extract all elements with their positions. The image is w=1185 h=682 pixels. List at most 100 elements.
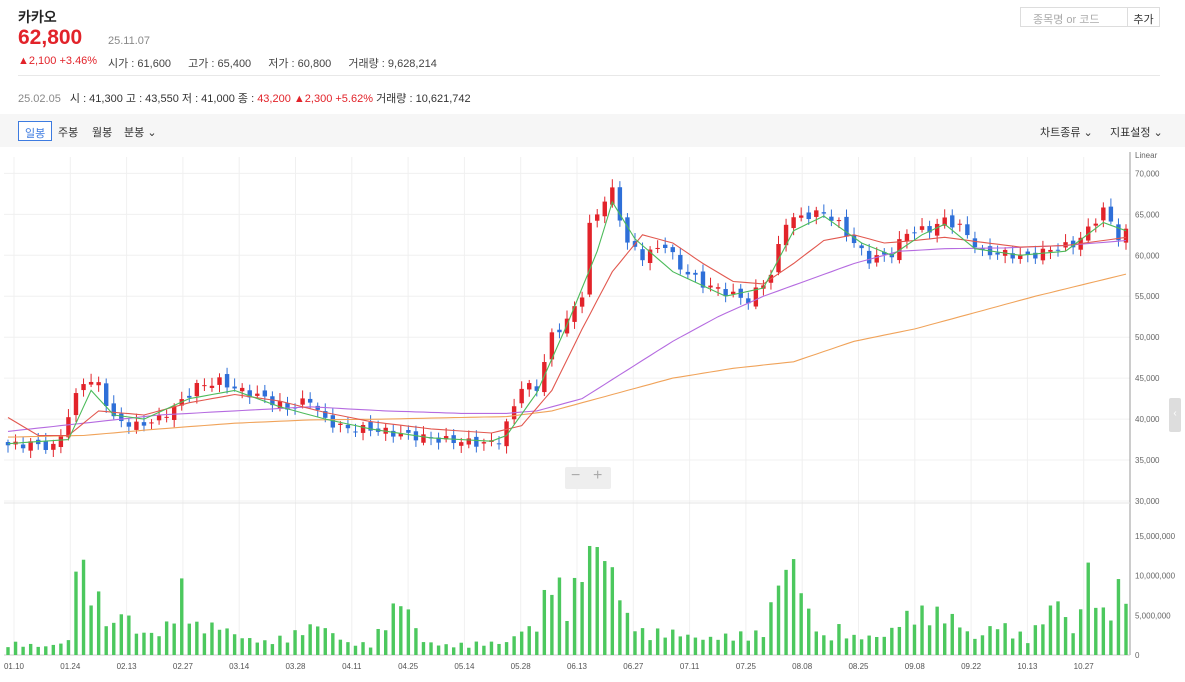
volume-bar xyxy=(384,630,388,655)
indicator-settings-dropdown[interactable]: 지표설정 ⌄ xyxy=(1110,124,1163,140)
volume-bar xyxy=(316,626,320,655)
tab-daily[interactable]: 일봉 xyxy=(18,121,53,141)
stock-chart[interactable]: Linear 70,000 65,000 60,000 55,000 50,000 45,0… xyxy=(0,147,1185,677)
zoom-in-icon[interactable]: + xyxy=(593,467,603,484)
volume-bar xyxy=(716,639,720,655)
tab-weekly[interactable]: 주봉 xyxy=(58,127,79,139)
volume-bar xyxy=(376,628,380,655)
candle-body xyxy=(353,431,358,433)
candle-body xyxy=(20,444,26,449)
volume-bar xyxy=(882,636,886,655)
candle-body xyxy=(81,384,86,391)
candle-body xyxy=(1116,224,1121,241)
side-panel-toggle[interactable]: ‹ xyxy=(1169,398,1181,432)
date-tick-label: 08.25 xyxy=(848,662,869,671)
volume-bar xyxy=(172,623,176,655)
candle-body xyxy=(1123,228,1129,243)
volume-bar xyxy=(761,637,766,655)
volume-bar xyxy=(467,647,471,655)
candle-body xyxy=(950,215,955,228)
volume-bar xyxy=(784,569,788,655)
volume-bar xyxy=(852,634,856,655)
candle-body xyxy=(1018,254,1023,260)
volume-bar xyxy=(142,632,146,655)
volume-bar xyxy=(610,567,615,655)
candle-body xyxy=(798,215,804,218)
volume-bar xyxy=(444,644,448,655)
ma5-line xyxy=(7,200,1127,445)
price-date: 25.11.07 xyxy=(108,35,151,47)
tab-monthly[interactable]: 월봉 xyxy=(92,127,113,139)
volume-bar xyxy=(323,628,327,655)
volume-bar xyxy=(587,545,592,655)
date-tick-label: 02.27 xyxy=(173,662,194,671)
candle-body xyxy=(814,210,819,217)
volume-bar xyxy=(1101,607,1106,655)
candle-body xyxy=(111,403,116,417)
add-stock-button[interactable]: 추가 xyxy=(1128,7,1160,27)
hover-close-label: 종 : xyxy=(237,93,255,105)
candle-body xyxy=(104,383,109,406)
volume-bar xyxy=(13,641,18,655)
candle-body xyxy=(685,271,691,275)
volume-bar xyxy=(119,614,124,655)
candle-body xyxy=(882,251,887,255)
tab-minute[interactable]: 분봉 ⌄ xyxy=(118,121,163,141)
volume-bar xyxy=(421,642,426,655)
volume-bar xyxy=(89,605,93,655)
volume-tick-label: 5,000,000 xyxy=(1135,611,1171,620)
volume-bar xyxy=(44,646,48,655)
volume-bar xyxy=(270,644,275,655)
candle-body xyxy=(232,386,237,389)
volume-bar xyxy=(550,594,554,655)
candle-body xyxy=(655,247,660,249)
volume-bar xyxy=(1033,625,1038,655)
volume-bar xyxy=(232,634,237,655)
candle-body xyxy=(549,332,555,360)
volume-bar xyxy=(338,639,343,655)
candle-body xyxy=(360,424,366,433)
candle-body xyxy=(1040,248,1046,261)
volume-bar xyxy=(739,631,743,655)
candle-body xyxy=(421,434,426,443)
chart-type-dropdown[interactable]: 차트종류 ⌄ xyxy=(1040,124,1093,140)
tab-minute-label: 분봉 xyxy=(124,127,145,139)
candle-body xyxy=(1025,251,1030,255)
date-tick-label: 05.28 xyxy=(511,662,532,671)
volume-bar xyxy=(74,571,78,655)
volume-bar xyxy=(1026,643,1030,655)
candle-body xyxy=(587,222,592,295)
candle-body xyxy=(194,382,200,397)
candle-body xyxy=(134,421,139,430)
volume-bar xyxy=(300,635,305,655)
candle-body xyxy=(980,248,985,250)
price-tick-label: 65,000 xyxy=(1135,210,1160,219)
volume-bar xyxy=(867,635,871,655)
volume-bar xyxy=(527,626,531,655)
candle-body xyxy=(723,289,728,297)
price-tick-label: 55,000 xyxy=(1135,292,1160,301)
volume-bar xyxy=(905,610,909,655)
volume-bar xyxy=(535,631,539,655)
volume-bar xyxy=(950,613,954,655)
zoom-out-icon[interactable]: − xyxy=(571,467,581,484)
indicator-label: 지표설정 xyxy=(1110,127,1151,139)
candle-body xyxy=(1010,253,1015,259)
zoom-controls[interactable]: − + xyxy=(565,467,611,489)
volume-bar xyxy=(837,624,841,655)
candle-body xyxy=(670,247,675,253)
candle-body xyxy=(700,271,706,288)
candle-body xyxy=(164,416,169,418)
volume-bar xyxy=(1063,617,1068,655)
volume-bar xyxy=(829,640,834,655)
date-tick-label: 01.24 xyxy=(60,662,81,671)
candle-body xyxy=(141,422,147,426)
volume-bar xyxy=(671,629,675,655)
candle-body xyxy=(481,442,487,444)
candle-body xyxy=(708,285,713,288)
candle-body xyxy=(859,245,864,249)
volume-bar xyxy=(1086,562,1090,655)
volume-bar xyxy=(210,622,214,655)
chart-svg[interactable]: Linear 70,000 65,000 60,000 55,000 50,000 45,0… xyxy=(0,147,1185,677)
stock-search-input[interactable]: 종목명 or 코드 xyxy=(1020,7,1128,27)
